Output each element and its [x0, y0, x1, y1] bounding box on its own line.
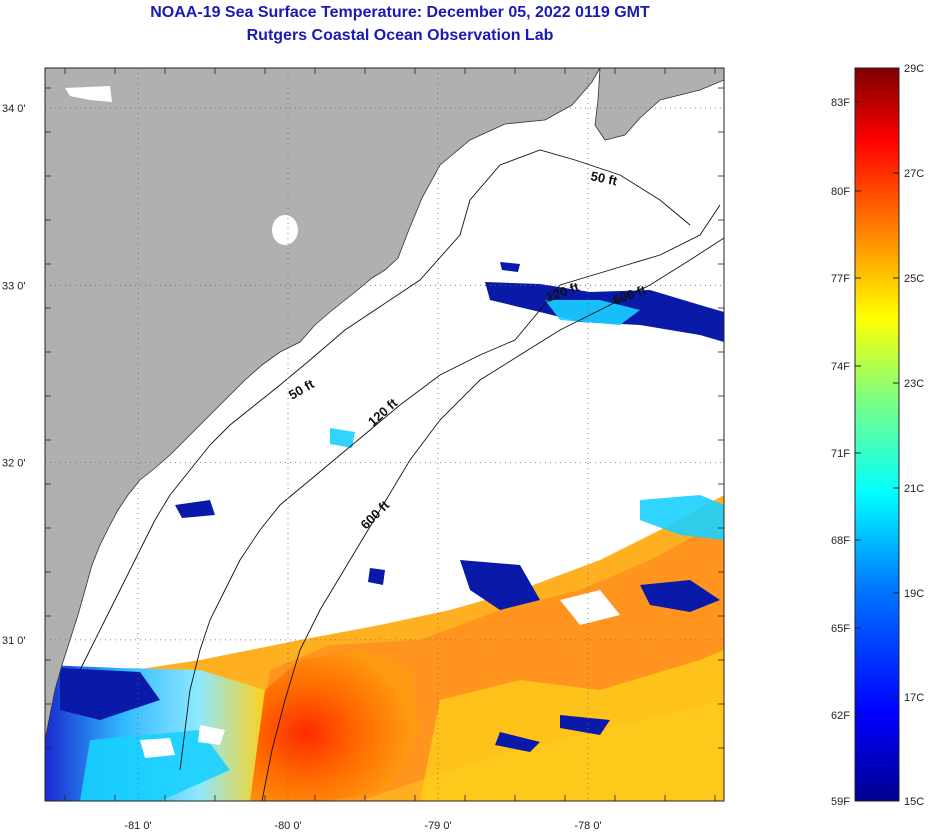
- colorbar-f-label: 62F: [831, 710, 850, 722]
- colorbar-c-label: 23C: [904, 378, 924, 390]
- land-northeast: [594, 68, 724, 141]
- colorbar-f-label: 77F: [831, 273, 850, 285]
- colorbar-c-label: 29C: [904, 63, 924, 75]
- map-subtitle: Rutgers Coastal Ocean Observation Lab: [246, 27, 554, 44]
- colorbar-c-label: 15C: [904, 796, 924, 808]
- colorbar-c-label: 25C: [904, 273, 924, 285]
- longitude-axis: -81 0' -80 0' -79 0' -78 0': [124, 820, 601, 832]
- contour-120ft: [179, 204, 721, 771]
- colorbar: [854, 67, 900, 802]
- latitude-axis: 34 0' 33 0' 32 0' 31 0': [2, 103, 26, 647]
- lon-tick-label: -79 0': [424, 820, 451, 832]
- colorbar-c-label: 21C: [904, 483, 924, 495]
- land-mass: [45, 68, 601, 741]
- lake: [65, 86, 112, 102]
- contour-50ft: [79, 149, 691, 671]
- colorbar-fahrenheit-labels: 83F 80F 77F 74F 71F 68F 65F 62F 59F: [831, 97, 861, 808]
- colorbar-c-label: 19C: [904, 588, 924, 600]
- lon-tick-label: -78 0': [574, 820, 601, 832]
- lat-tick-label: 31 0': [2, 635, 26, 647]
- colorbar-f-label: 68F: [831, 535, 850, 547]
- colorbar-f-label: 59F: [831, 796, 850, 808]
- graticule: [45, 68, 724, 801]
- map-frame: [44, 67, 725, 802]
- contour-label-50ft-north: 50 ft: [589, 168, 619, 188]
- lat-tick-label: 33 0': [2, 280, 26, 292]
- colorbar-c-label: 17C: [904, 692, 924, 704]
- colorbar-c-label: 27C: [904, 168, 924, 180]
- colorbar-celsius-labels: 29C 27C 25C 23C 21C 19C 17C 15C: [893, 63, 924, 808]
- lat-tick-label: 32 0': [2, 458, 26, 470]
- colorbar-f-label: 65F: [831, 623, 850, 635]
- lake: [272, 215, 298, 245]
- lon-tick-label: -80 0': [274, 820, 301, 832]
- colorbar-f-label: 83F: [831, 97, 850, 109]
- colorbar-f-label: 74F: [831, 361, 850, 373]
- cloud-gaps: [140, 590, 620, 758]
- lon-tick-label: -81 0': [124, 820, 151, 832]
- lat-tick-label: 34 0': [2, 103, 26, 115]
- contour-600ft: [261, 237, 724, 801]
- sst-mid-patches: [80, 300, 724, 801]
- colorbar-f-label: 71F: [831, 448, 850, 460]
- map-title: NOAA-19 Sea Surface Temperature: Decembe…: [150, 4, 650, 21]
- colorbar-f-label: 80F: [831, 186, 850, 198]
